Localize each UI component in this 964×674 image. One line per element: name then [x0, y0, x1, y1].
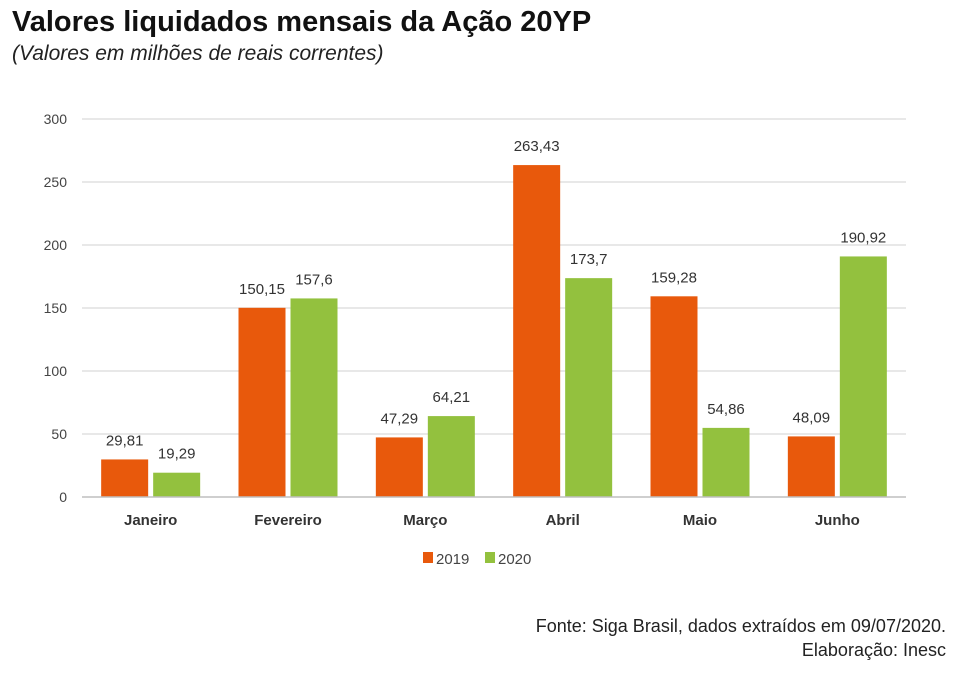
x-tick-label: Janeiro	[124, 512, 177, 529]
bar-2020-junho	[839, 256, 887, 497]
y-tick-label: 0	[59, 489, 67, 505]
bar-2019-junho	[787, 436, 835, 497]
bar-2020-março	[427, 416, 475, 497]
legend-label-2019: 2019	[436, 551, 469, 568]
x-tick-label: Abril	[546, 512, 580, 529]
bar-2020-janeiro	[153, 472, 201, 497]
bar-2020-abril	[565, 278, 613, 497]
data-label: 19,29	[158, 446, 196, 463]
y-tick-label: 100	[44, 363, 68, 379]
data-label: 64,21	[433, 389, 471, 406]
source-text: Fonte: Siga Brasil, dados extraídos em 0…	[535, 616, 946, 636]
x-tick-label: Fevereiro	[254, 512, 322, 529]
y-tick-label: 150	[44, 300, 68, 316]
data-label: 190,92	[840, 229, 886, 246]
chart-title: Valores liquidados mensais da Ação 20YP	[12, 6, 592, 38]
y-tick-label: 250	[44, 174, 68, 190]
credit-text: Elaboração: Inesc	[801, 640, 946, 660]
y-tick-label: 200	[44, 237, 68, 253]
legend-swatch-2019	[423, 552, 433, 563]
x-tick-label: Março	[403, 512, 447, 529]
legend-swatch-2020	[485, 552, 495, 563]
source-note: Fonte: Siga Brasil, dados extraídos em 0…	[536, 614, 946, 662]
bar-2019-janeiro	[101, 459, 149, 497]
data-label: 157,6	[295, 271, 333, 288]
x-tick-label: Junho	[815, 512, 860, 529]
bar-2020-fevereiro	[290, 298, 338, 497]
chart-subtitle: (Valores em milhões de reais correntes)	[12, 42, 384, 65]
legend-label-2020: 2020	[498, 551, 531, 568]
data-label: 48,09	[793, 409, 831, 426]
bar-2019-abril	[513, 165, 561, 498]
y-tick-label: 50	[51, 426, 67, 442]
bar-2019-março	[375, 437, 423, 497]
data-label: 173,7	[570, 251, 608, 268]
bar-2020-maio	[702, 427, 750, 497]
data-label: 150,15	[239, 281, 285, 298]
data-label: 263,43	[514, 138, 560, 155]
data-label: 159,28	[651, 269, 697, 286]
data-label: 47,29	[381, 410, 419, 427]
data-label: 54,86	[707, 401, 745, 418]
data-label: 29,81	[106, 432, 144, 449]
y-tick-label: 300	[44, 111, 68, 127]
bar-2019-maio	[650, 296, 698, 497]
bar-2019-fevereiro	[238, 307, 286, 497]
x-tick-label: Maio	[683, 512, 717, 529]
